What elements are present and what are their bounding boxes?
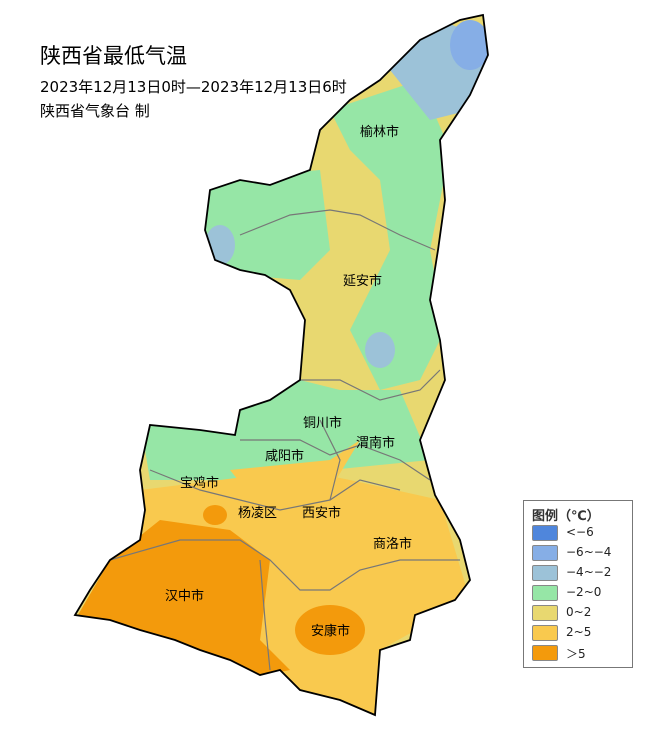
legend-swatch [532, 545, 558, 561]
city-label: 渭南市 [356, 436, 396, 451]
legend-label: 2~5 [566, 625, 592, 639]
city-label: 商洛市 [373, 537, 413, 552]
city-boundaries [109, 209, 460, 671]
city-label: 宝鸡市 [180, 476, 220, 491]
legend-swatch [532, 605, 558, 621]
city-label: 榆林市 [360, 125, 400, 140]
legend-label: <−6 [566, 525, 594, 539]
legend-label: −6~−4 [566, 545, 612, 559]
legend-swatch [532, 585, 558, 601]
legend-label: −4~−2 [566, 565, 612, 579]
city-label: 西安市 [302, 506, 342, 521]
city-label: 咸阳市 [265, 449, 305, 464]
city-label: 铜川市 [303, 416, 343, 431]
city-label: 安康市 [311, 624, 351, 639]
legend-swatch [532, 625, 558, 641]
city-label: 延安市 [343, 274, 383, 289]
city-label: 杨凌区 [238, 506, 278, 521]
time-period: 2023年12月13日0时—2023年12月13日6时 [40, 78, 347, 96]
map-title: 陕西省最低气温 [40, 44, 187, 68]
legend-swatch [532, 645, 558, 661]
city-label: 汉中市 [165, 589, 205, 604]
legend-label: 0~2 [566, 605, 592, 619]
legend: 图例（℃） <−6 −6~−4 −4~−2 −2~0 0~2 2~5 ＞5 [523, 500, 633, 668]
legend-label: ＞5 [566, 647, 586, 661]
producer: 陕西省气象台 制 [40, 102, 150, 120]
legend-swatch [532, 525, 558, 541]
legend-label: −2~0 [566, 585, 602, 599]
legend-title: 图例（℃） [532, 509, 600, 524]
legend-swatch [532, 565, 558, 581]
